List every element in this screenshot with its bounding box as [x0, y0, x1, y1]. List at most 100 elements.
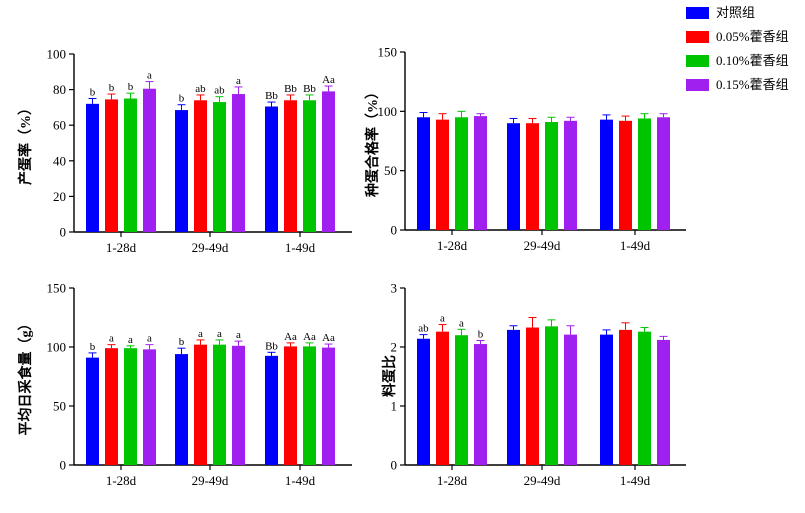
- chart-3: 0 50 100 150 平均日采食量（g） 1-28d b a a a 29-49d b a a a 1-4…: [17, 281, 352, 488]
- x-tick-label: 29-49d: [524, 238, 561, 253]
- significance-label: a: [217, 328, 222, 340]
- significance-label: Bb: [303, 83, 316, 95]
- bar: [105, 348, 118, 465]
- bar: [232, 94, 245, 232]
- significance-label: b: [90, 87, 96, 99]
- x-tick-label: 1-49d: [285, 240, 316, 255]
- bar: [507, 123, 520, 230]
- y-tick-label: 50: [53, 399, 66, 414]
- bar: [105, 99, 118, 232]
- legend-swatch-015: [686, 79, 709, 91]
- significance-label: a: [128, 334, 133, 346]
- x-tick-label: 1-28d: [106, 473, 137, 488]
- bar: [175, 110, 188, 232]
- bar: [213, 102, 226, 232]
- x-tick-label: 1-28d: [106, 240, 137, 255]
- significance-label: b: [90, 341, 96, 353]
- bar: [600, 119, 613, 230]
- y-axis-label: 产蛋率（%）: [17, 101, 34, 185]
- bar: [322, 91, 335, 232]
- bar: [564, 334, 577, 465]
- significance-label: b: [128, 81, 134, 93]
- x-tick-label: 29-49d: [524, 473, 561, 488]
- y-axis-label: 种蛋合格率（%）: [364, 85, 381, 198]
- bar: [86, 357, 99, 465]
- bar: [564, 120, 577, 230]
- significance-label: a: [147, 333, 152, 345]
- significance-label: ab: [214, 85, 225, 97]
- legend-swatch-control: [686, 7, 709, 19]
- y-tick-label: 100: [47, 340, 67, 355]
- y-tick-label: 100: [47, 47, 67, 62]
- bar: [284, 100, 297, 232]
- y-tick-label: 0: [391, 458, 398, 473]
- y-tick-label: 20: [53, 189, 66, 204]
- y-tick-label: 150: [378, 45, 398, 60]
- y-tick-label: 80: [53, 82, 66, 97]
- legend-swatch-010: [686, 55, 709, 67]
- significance-label: a: [147, 70, 152, 82]
- bar: [526, 123, 539, 230]
- y-tick-label: 1: [391, 399, 398, 414]
- legend-label-015: 0.15%藿香组: [716, 77, 789, 92]
- significance-label: Bb: [265, 90, 278, 102]
- y-tick-label: 3: [391, 281, 398, 296]
- significance-label: ab: [418, 323, 429, 335]
- bar: [143, 88, 156, 233]
- significance-label: Bb: [265, 340, 278, 352]
- significance-label: a: [109, 333, 114, 345]
- y-tick-label: 0: [60, 225, 67, 240]
- bar: [417, 338, 430, 465]
- bar: [194, 344, 207, 465]
- significance-label: ab: [195, 83, 206, 95]
- bar: [284, 346, 297, 465]
- x-tick-label: 29-49d: [192, 473, 229, 488]
- bar: [619, 329, 632, 465]
- bar: [303, 346, 316, 465]
- bar: [507, 329, 520, 465]
- significance-label: a: [459, 317, 464, 329]
- y-axis-label: 平均日采食量（g）: [17, 317, 34, 436]
- y-tick-label: 0: [60, 458, 67, 473]
- bar: [474, 344, 487, 465]
- bar: [657, 117, 670, 230]
- legend-label-010: 0.10%藿香组: [716, 53, 789, 68]
- bar: [436, 119, 449, 230]
- bar: [86, 103, 99, 232]
- bar: [657, 339, 670, 465]
- bar: [124, 98, 137, 232]
- bar: [194, 100, 207, 232]
- significance-label: a: [236, 329, 241, 341]
- significance-label: b: [109, 82, 115, 94]
- y-tick-label: 50: [384, 163, 397, 178]
- bar: [619, 120, 632, 230]
- bar: [175, 354, 188, 465]
- bar: [545, 326, 558, 465]
- significance-label: b: [478, 329, 484, 341]
- x-tick-label: 1-49d: [620, 238, 651, 253]
- bar: [322, 347, 335, 465]
- significance-label: a: [236, 75, 241, 87]
- x-tick-label: 29-49d: [192, 240, 229, 255]
- bar: [545, 122, 558, 230]
- bar: [265, 106, 278, 232]
- bar: [417, 117, 430, 230]
- bar: [436, 331, 449, 465]
- significance-label: Aa: [322, 74, 335, 86]
- bar: [213, 344, 226, 465]
- legend-label-005: 0.05%藿香组: [716, 29, 789, 44]
- bar: [600, 334, 613, 465]
- y-tick-label: 100: [378, 104, 398, 119]
- bar: [143, 349, 156, 465]
- x-tick-label: 1-28d: [437, 473, 468, 488]
- significance-label: b: [179, 336, 185, 348]
- x-tick-label: 1-49d: [620, 473, 651, 488]
- legend-swatch-005: [686, 31, 709, 43]
- bar: [265, 355, 278, 465]
- x-tick-label: 1-49d: [285, 473, 316, 488]
- significance-label: Aa: [303, 331, 316, 343]
